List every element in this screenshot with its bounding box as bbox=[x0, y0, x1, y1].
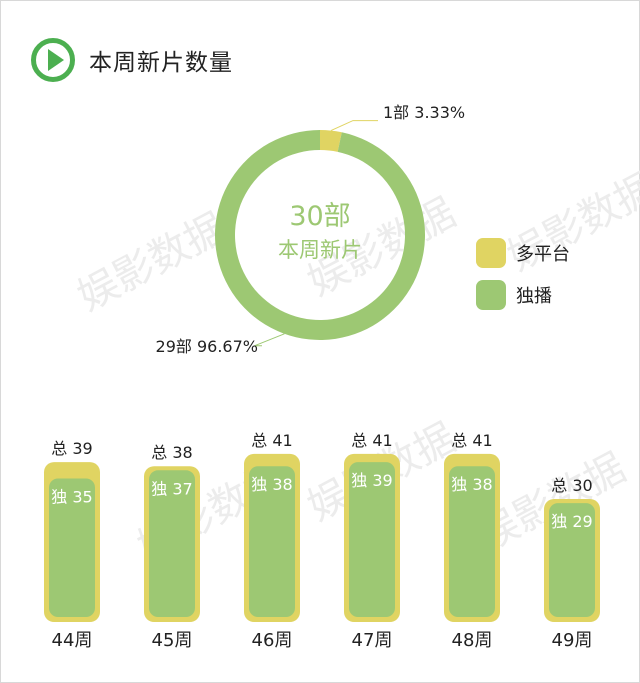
weekly-bar-chart: 总 39 独 35 44周 总 38 独 37 45周 总 41 独 38 46周 总 41 独 3… bbox=[44, 431, 600, 651]
legend: 多平台 独播 bbox=[476, 238, 570, 322]
bar-category-label-3: 47周 bbox=[352, 630, 393, 651]
bar-total-label-0: 总 39 bbox=[51, 439, 92, 458]
bar-solo-label-1: 独 37 bbox=[151, 479, 192, 498]
bar-total-label-1: 总 38 bbox=[151, 443, 192, 462]
bar-total-label-5: 总 30 bbox=[551, 476, 592, 495]
legend-swatch-exclusive bbox=[476, 280, 506, 310]
bar-category-label-5: 49周 bbox=[552, 630, 593, 651]
leader-line-exclusive bbox=[254, 333, 285, 347]
bar-total-label-4: 总 41 bbox=[451, 431, 492, 450]
legend-item-multi-platform: 多平台 bbox=[476, 238, 570, 268]
legend-label-exclusive: 独播 bbox=[516, 286, 552, 307]
bar-total-label-2: 总 41 bbox=[251, 431, 292, 450]
bar-category-label-2: 46周 bbox=[252, 630, 293, 651]
legend-item-exclusive: 独播 bbox=[476, 280, 570, 310]
bar-solo-2 bbox=[249, 466, 295, 617]
bar-solo-label-4: 独 38 bbox=[451, 475, 492, 494]
donut-slice-0 bbox=[320, 130, 342, 152]
bar-solo-1 bbox=[149, 470, 195, 617]
bar-category-label-1: 45周 bbox=[152, 630, 193, 651]
bar-total-label-3: 总 41 bbox=[351, 431, 392, 450]
bar-category-label-4: 48周 bbox=[452, 630, 493, 651]
slice-label-multi: 1部 3.33% bbox=[383, 103, 465, 122]
page-title: 本周新片数量 bbox=[89, 50, 233, 76]
bar-solo-3 bbox=[349, 462, 395, 617]
leader-line-multi bbox=[330, 120, 378, 132]
donut-center-label: 本周新片 bbox=[278, 238, 362, 262]
play-icon bbox=[31, 38, 75, 82]
bar-solo-4 bbox=[449, 466, 495, 617]
donut-slice-1 bbox=[215, 130, 425, 340]
bar-solo-0 bbox=[49, 478, 95, 617]
bar-category-label-0: 44周 bbox=[52, 630, 93, 651]
legend-swatch-multi-platform bbox=[476, 238, 506, 268]
bar-solo-5 bbox=[549, 503, 595, 617]
bar-solo-label-0: 独 35 bbox=[51, 488, 92, 507]
bar-solo-label-2: 独 38 bbox=[251, 475, 292, 494]
donut-center-value: 30部 bbox=[289, 201, 350, 232]
legend-label-multi-platform: 多平台 bbox=[516, 244, 570, 265]
bar-solo-label-3: 独 39 bbox=[351, 471, 392, 490]
bar-solo-label-5: 独 29 bbox=[551, 512, 592, 531]
slice-label-exclusive: 29部 96.67% bbox=[156, 337, 258, 356]
header: 本周新片数量 bbox=[30, 37, 233, 83]
